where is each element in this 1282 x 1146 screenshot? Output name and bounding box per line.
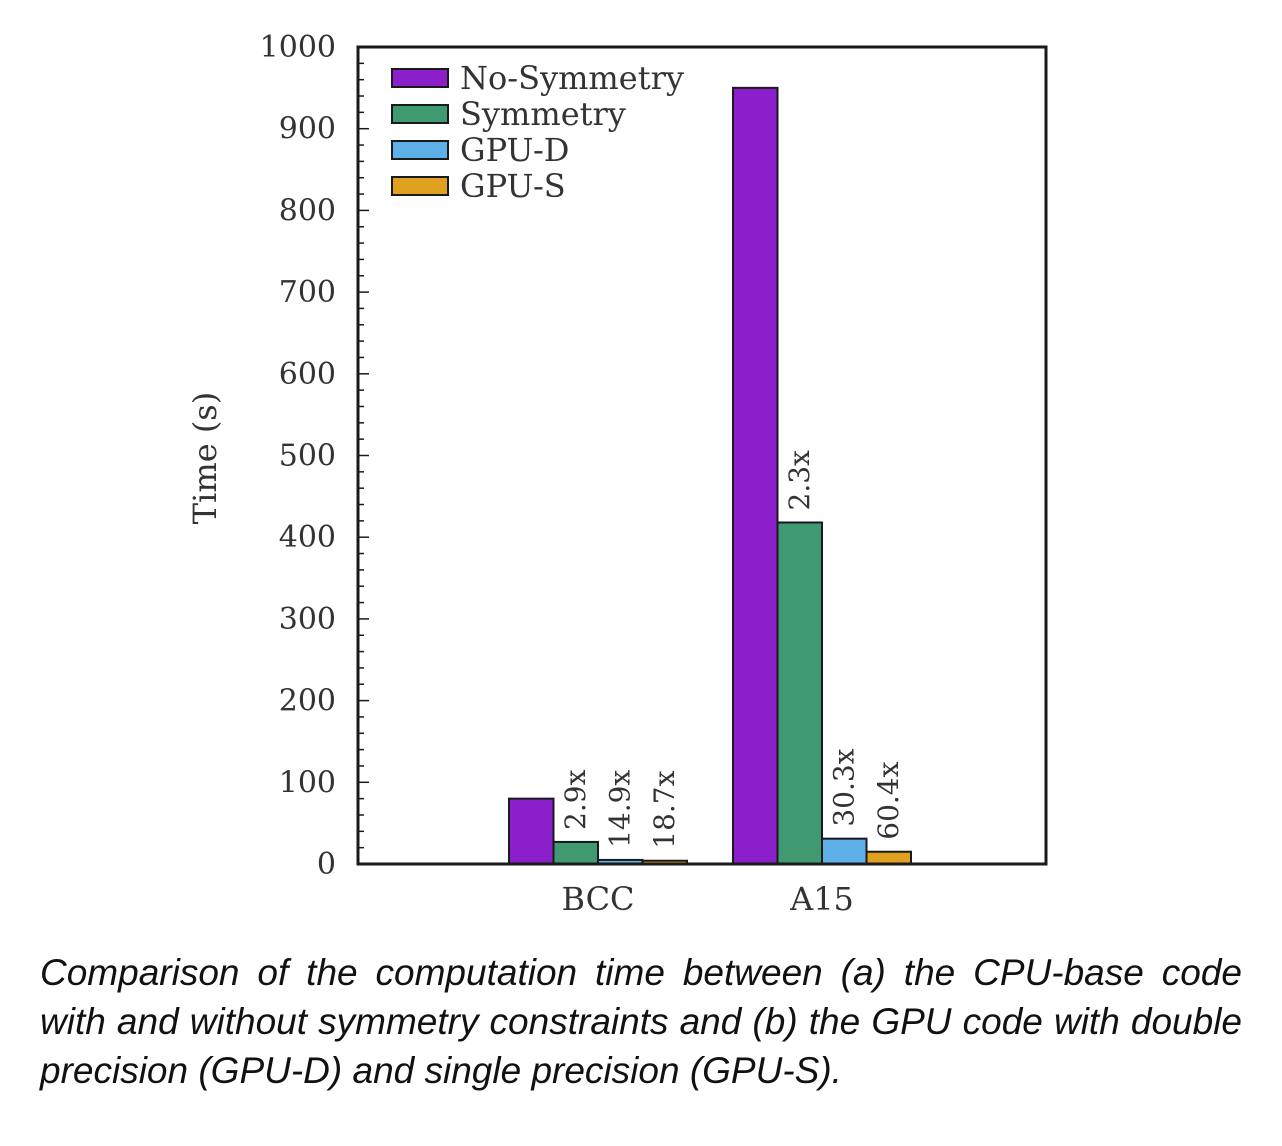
bar-value-label: 18.7x bbox=[648, 770, 681, 848]
bar-labels: 2.9x 2.3x 14.9x 30.3x 18.7x 60.4x bbox=[559, 450, 905, 849]
y-axis-label: Time (s) bbox=[186, 392, 224, 524]
bar-value-label: 60.4x bbox=[872, 761, 905, 839]
y-tick-label: 400 bbox=[279, 520, 336, 555]
y-tick-label: 300 bbox=[279, 602, 336, 637]
bar-chart: 0 100 200 300 400 500 600 700 800 900 1000 2.9x 2.3… bbox=[186, 30, 1048, 918]
plot-frame bbox=[356, 45, 1048, 866]
figure-caption: Comparison of the computation time betwe… bbox=[40, 952, 1242, 1091]
legend-label-symmetry: Symmetry bbox=[460, 95, 626, 133]
bar-symmetry-bcc bbox=[552, 840, 599, 865]
bar-no-symmetry-a15 bbox=[732, 86, 779, 866]
bar-value-label: 2.3x bbox=[783, 450, 816, 511]
y-axis-ticks: 0 100 200 300 400 500 600 700 800 900 1000 bbox=[260, 30, 369, 882]
legend-swatch-no-symmetry bbox=[391, 68, 449, 88]
x-category-label: BCC bbox=[561, 880, 634, 918]
y-tick-label: 100 bbox=[279, 765, 336, 800]
legend-label-no-symmetry: No-Symmetry bbox=[460, 59, 684, 97]
bar-gpu-d-a15 bbox=[821, 837, 868, 865]
bar-value-label: 30.3x bbox=[827, 748, 860, 826]
y-tick-label: 0 bbox=[317, 847, 336, 882]
category-labels: BCC A15 bbox=[561, 854, 854, 918]
bar-symmetry-a15 bbox=[776, 521, 823, 866]
legend-label-gpu-s: GPU-S bbox=[460, 167, 566, 205]
legend-swatch-symmetry bbox=[391, 104, 449, 124]
legend-label-gpu-d: GPU-D bbox=[460, 131, 569, 169]
y-tick-label: 1000 bbox=[260, 30, 336, 65]
bar-no-symmetry-bcc bbox=[508, 797, 555, 866]
bar-gpu-s-a15 bbox=[865, 850, 912, 865]
y-tick-label: 500 bbox=[279, 439, 336, 474]
y-tick-label: 700 bbox=[279, 275, 336, 310]
bar-value-label: 14.9x bbox=[603, 770, 636, 848]
y-tick-label: 800 bbox=[279, 193, 336, 228]
bars bbox=[508, 86, 912, 866]
legend-swatch-gpu-s bbox=[391, 176, 449, 196]
x-category-label: A15 bbox=[789, 880, 854, 918]
y-tick-label: 200 bbox=[279, 684, 336, 719]
y-tick-label: 600 bbox=[279, 357, 336, 392]
legend-swatch-gpu-d bbox=[391, 140, 449, 160]
bar-value-label: 2.9x bbox=[559, 769, 592, 830]
y-tick-label: 900 bbox=[279, 112, 336, 147]
